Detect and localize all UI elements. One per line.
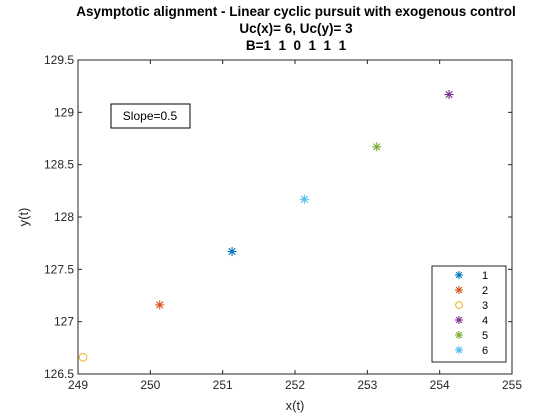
data-point-4: [444, 90, 454, 100]
y-tick-label: 129: [54, 105, 74, 119]
y-tick-label: 128.5: [44, 158, 74, 172]
legend-marker-4: [455, 316, 463, 324]
data-point-2: [155, 300, 165, 310]
x-tick-label: 249: [68, 378, 88, 392]
legend-marker-5: [455, 331, 463, 339]
data-points: [78, 90, 454, 362]
chart-title-line-1: Asymptotic alignment - Linear cyclic pur…: [76, 4, 516, 19]
marker-circle: [78, 352, 88, 362]
marker-stroke: [455, 316, 463, 324]
y-axis-label: y(t): [16, 208, 31, 227]
marker-stroke: [455, 286, 463, 294]
marker-stroke: [228, 247, 236, 256]
legend-box: [431, 265, 507, 363]
marker-circle: [455, 301, 463, 309]
axis-ticks: [77, 59, 513, 375]
marker-stroke: [455, 346, 463, 354]
data-point-3: [78, 352, 88, 362]
marker-stroke: [300, 195, 309, 203]
chart-title-line-3: B=1 1 0 1 1 1: [246, 38, 347, 53]
legend-marker-2: [455, 286, 463, 294]
marker-stroke: [445, 90, 453, 99]
axis-tick-labels: 249 250 251 252 253 254 255126.5127127.5128128…: [44, 53, 522, 392]
marker-stroke: [156, 301, 164, 309]
legend-marker-1: [455, 271, 463, 279]
legend-label-6: 6: [482, 345, 488, 357]
x-tick-label: 250: [140, 378, 160, 392]
marker-stroke: [455, 331, 463, 339]
legend-label-4: 4: [482, 315, 488, 327]
data-point-5: [372, 142, 382, 152]
legend-label-5: 5: [482, 330, 488, 342]
legend-marker-3: [455, 301, 463, 309]
x-tick-label: 252: [285, 378, 305, 392]
x-axis-label: x(t): [286, 398, 305, 413]
chart-title-line-2: Uc(x)= 6, Uc(y)= 3: [239, 21, 353, 36]
legend: 1 2 3 4 5 6: [455, 270, 488, 357]
marker-stroke: [455, 271, 463, 279]
slope-annotation-box: [110, 103, 191, 129]
data-point-1: [227, 247, 237, 257]
legend-label-1: 1: [482, 270, 488, 282]
y-tick-label: 128: [54, 210, 74, 224]
y-tick-label: 129.5: [44, 53, 74, 67]
y-tick-label: 126.5: [44, 367, 74, 381]
data-point-6: [299, 194, 309, 204]
marker-stroke: [373, 143, 381, 151]
x-tick-label: 251: [213, 378, 233, 392]
x-tick-label: 254: [430, 378, 450, 392]
y-tick-label: 127: [54, 315, 74, 329]
legend-label-3: 3: [482, 300, 488, 312]
y-tick-label: 127.5: [44, 262, 74, 276]
slope-annotation-text: Slope=0.5: [123, 109, 178, 123]
legend-marker-6: [455, 346, 463, 354]
x-tick-label: 253: [357, 378, 377, 392]
x-tick-label: 255: [502, 378, 522, 392]
legend-label-2: 2: [482, 285, 488, 297]
